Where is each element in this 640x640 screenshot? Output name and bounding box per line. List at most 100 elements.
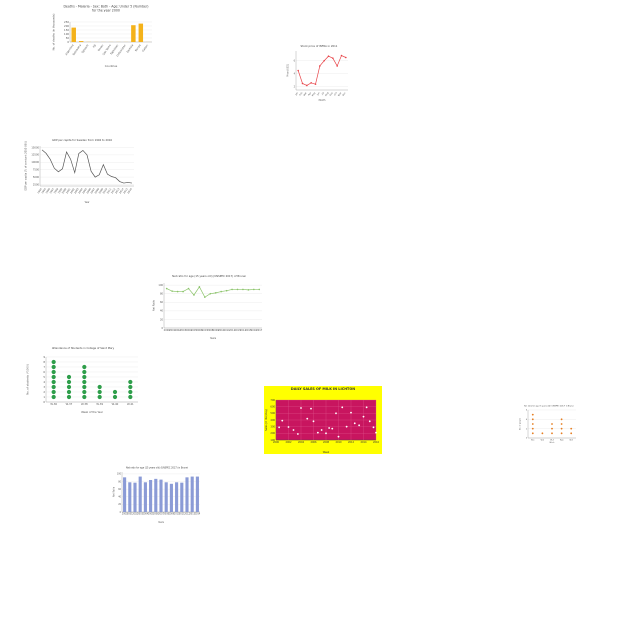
x-tick-label: 2011 — [224, 329, 231, 332]
dot-marker — [570, 432, 573, 435]
bar — [164, 482, 168, 512]
x-tick-label: 2004 — [143, 513, 149, 516]
data-point — [258, 288, 261, 291]
data-point — [353, 422, 356, 425]
y-axis-label: No. of students (*1000) — [26, 364, 30, 394]
dot-marker — [97, 384, 102, 390]
dot-marker — [531, 432, 534, 435]
x-tick-label: 2004 — [185, 329, 192, 332]
data-point — [345, 56, 347, 59]
chart-title: Attendance of Students in College of Sai… — [52, 346, 115, 350]
bar — [128, 482, 132, 512]
x-tick-label: 2003 — [137, 513, 143, 516]
x-tick-label: 2015 — [245, 329, 252, 332]
chart-subtitle: for the year 2000 — [92, 9, 120, 13]
dot-marker — [66, 389, 72, 395]
x-tick-label: 2000 — [273, 441, 280, 444]
bar — [131, 25, 136, 42]
y-tick-label: 40 — [118, 496, 121, 499]
x-tick-label: W-2 — [541, 439, 545, 441]
dot-marker — [51, 359, 56, 365]
y-tick-label: 7 — [43, 365, 45, 369]
x-tick-label: 2008 — [94, 187, 100, 194]
data-point — [287, 426, 290, 428]
data-point — [296, 433, 299, 435]
y-tick-label: 4 — [294, 73, 296, 76]
data-point — [350, 411, 352, 414]
y-tick-label: 400 — [270, 419, 275, 422]
x-tick-label: Tajikistan — [109, 43, 119, 55]
y-tick-label: 50 — [66, 36, 70, 40]
dot-marker — [531, 413, 534, 416]
data-point — [316, 431, 319, 434]
x-tick-label: 1998 — [53, 187, 59, 194]
x-tick-label: Jun — [316, 91, 321, 97]
x-tick-label: 2012 — [229, 329, 236, 332]
y-tick-label: 250 — [64, 20, 69, 24]
x-tick-label: 2003 — [74, 187, 80, 194]
x-tick-label: Djibouti — [80, 43, 89, 54]
dot-marker — [531, 427, 534, 430]
x-tick-label: 2011 — [179, 513, 185, 516]
x-tick-label: 2006 — [153, 513, 159, 516]
x-tick-label: Jul — [320, 91, 325, 96]
y-tick-label: 4 — [43, 380, 45, 384]
data-point — [310, 82, 312, 84]
y-tick-label: 0 — [120, 511, 122, 514]
y-tick-label: 300 — [270, 426, 275, 429]
data-point — [187, 287, 190, 290]
data-point — [340, 54, 343, 57]
y-tick-label: 3 — [43, 385, 45, 389]
x-tick-label: Feb — [299, 91, 304, 96]
x-tick-label: 2004 — [298, 441, 305, 444]
dot-marker — [560, 418, 563, 421]
y-tick-label: 0 — [43, 400, 45, 404]
chart-title: Stock price of INFRA in 2011 — [301, 44, 338, 48]
x-tick-label: 2004 — [78, 187, 84, 194]
x-tick-label: 1994 — [37, 187, 43, 194]
chart-title: Deaths - Malaria - Sex: Both - Age: Unde… — [63, 5, 148, 9]
x-tick-label: Argentina — [64, 43, 75, 56]
dot-marker — [51, 374, 56, 380]
sweden-gdp-chart: 2500 5000 7500 10000 12500 15000 1994 1995 1996 1… — [24, 138, 140, 204]
x-axis-label: Years — [210, 337, 217, 340]
data-point — [328, 427, 331, 429]
bar — [71, 27, 76, 42]
x-tick-label: 2010 — [218, 329, 225, 332]
x-tick-label: Botswana — [71, 43, 82, 56]
data-point — [281, 419, 284, 422]
brunei-net-ratio-line-chart: 0 20 40 60 80 100 2000 2001 2002 2003 2004 2005 2006… — [152, 274, 266, 340]
data-point — [372, 426, 375, 429]
data-point — [220, 290, 222, 293]
dot-marker — [51, 364, 56, 370]
dot-marker — [82, 384, 87, 390]
bar — [195, 476, 199, 512]
x-tick-label: 2016 — [251, 329, 258, 332]
dot-marker — [51, 384, 56, 390]
y-tick-label: 80 — [118, 480, 121, 483]
y-tick-label: 100 — [270, 439, 275, 442]
x-tick-label: Fiji — [92, 43, 97, 48]
chart-title: Net ratio for age (15 years old) (UNSPEC… — [172, 274, 246, 278]
dot-marker — [128, 394, 133, 400]
bar — [190, 476, 194, 512]
dot-marker — [128, 384, 133, 390]
x-tick-label: 2008 — [163, 513, 169, 516]
dot-marker — [66, 374, 72, 380]
bar — [154, 478, 158, 512]
data-point — [204, 296, 206, 298]
x-tick-label: 2013 — [189, 513, 195, 516]
data-point — [171, 290, 173, 292]
y-tick-label: 2 — [526, 428, 527, 430]
dot-marker — [66, 379, 72, 385]
x-tick-label: 2010 — [335, 441, 342, 444]
dot-marker — [531, 423, 534, 425]
x-tick-label: Zambia — [125, 43, 134, 54]
y-tick-label: 200 — [64, 24, 69, 28]
data-point — [319, 65, 321, 67]
x-tick-label: 2012 — [184, 513, 190, 516]
bar — [138, 23, 144, 42]
y-tick-label: 9 — [43, 355, 45, 359]
dot-marker — [551, 427, 553, 430]
data-point — [278, 426, 281, 429]
